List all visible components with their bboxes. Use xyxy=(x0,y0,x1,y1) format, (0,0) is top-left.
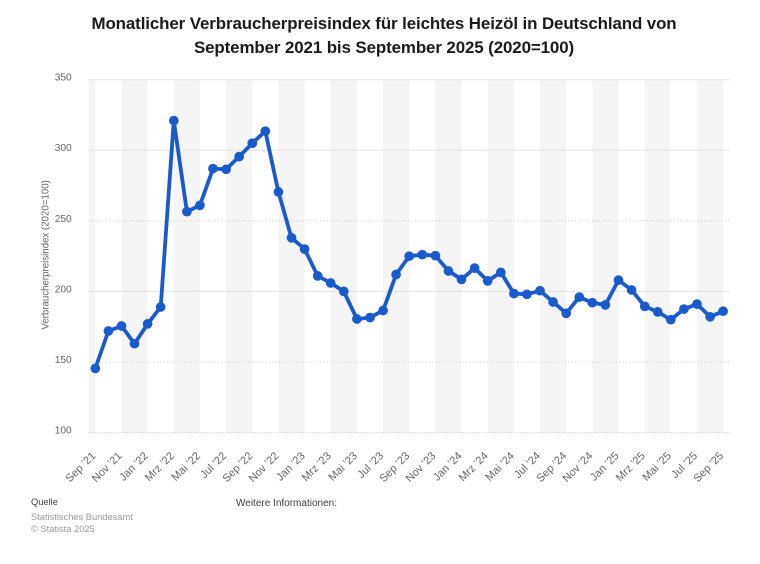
svg-text:250: 250 xyxy=(55,214,72,225)
svg-text:Mai ’22: Mai ’22 xyxy=(169,450,203,484)
svg-text:Mai ’23: Mai ’23 xyxy=(326,450,360,484)
svg-text:Mrz ’22: Mrz ’22 xyxy=(143,450,177,484)
svg-text:Mai ’24: Mai ’24 xyxy=(483,450,517,484)
svg-text:Mrz ’24: Mrz ’24 xyxy=(457,450,491,484)
svg-text:Mai ’25: Mai ’25 xyxy=(640,450,674,484)
svg-text:Verbraucherpreisindex (2020=10: Verbraucherpreisindex (2020=100) xyxy=(40,180,51,329)
svg-text:300: 300 xyxy=(55,143,72,154)
svg-text:100: 100 xyxy=(55,426,72,437)
svg-text:350: 350 xyxy=(55,73,72,84)
svg-text:Mrz ’23: Mrz ’23 xyxy=(300,450,334,484)
svg-text:150: 150 xyxy=(55,355,72,366)
svg-text:Mrz ’25: Mrz ’25 xyxy=(614,450,648,484)
svg-text:200: 200 xyxy=(55,284,72,295)
